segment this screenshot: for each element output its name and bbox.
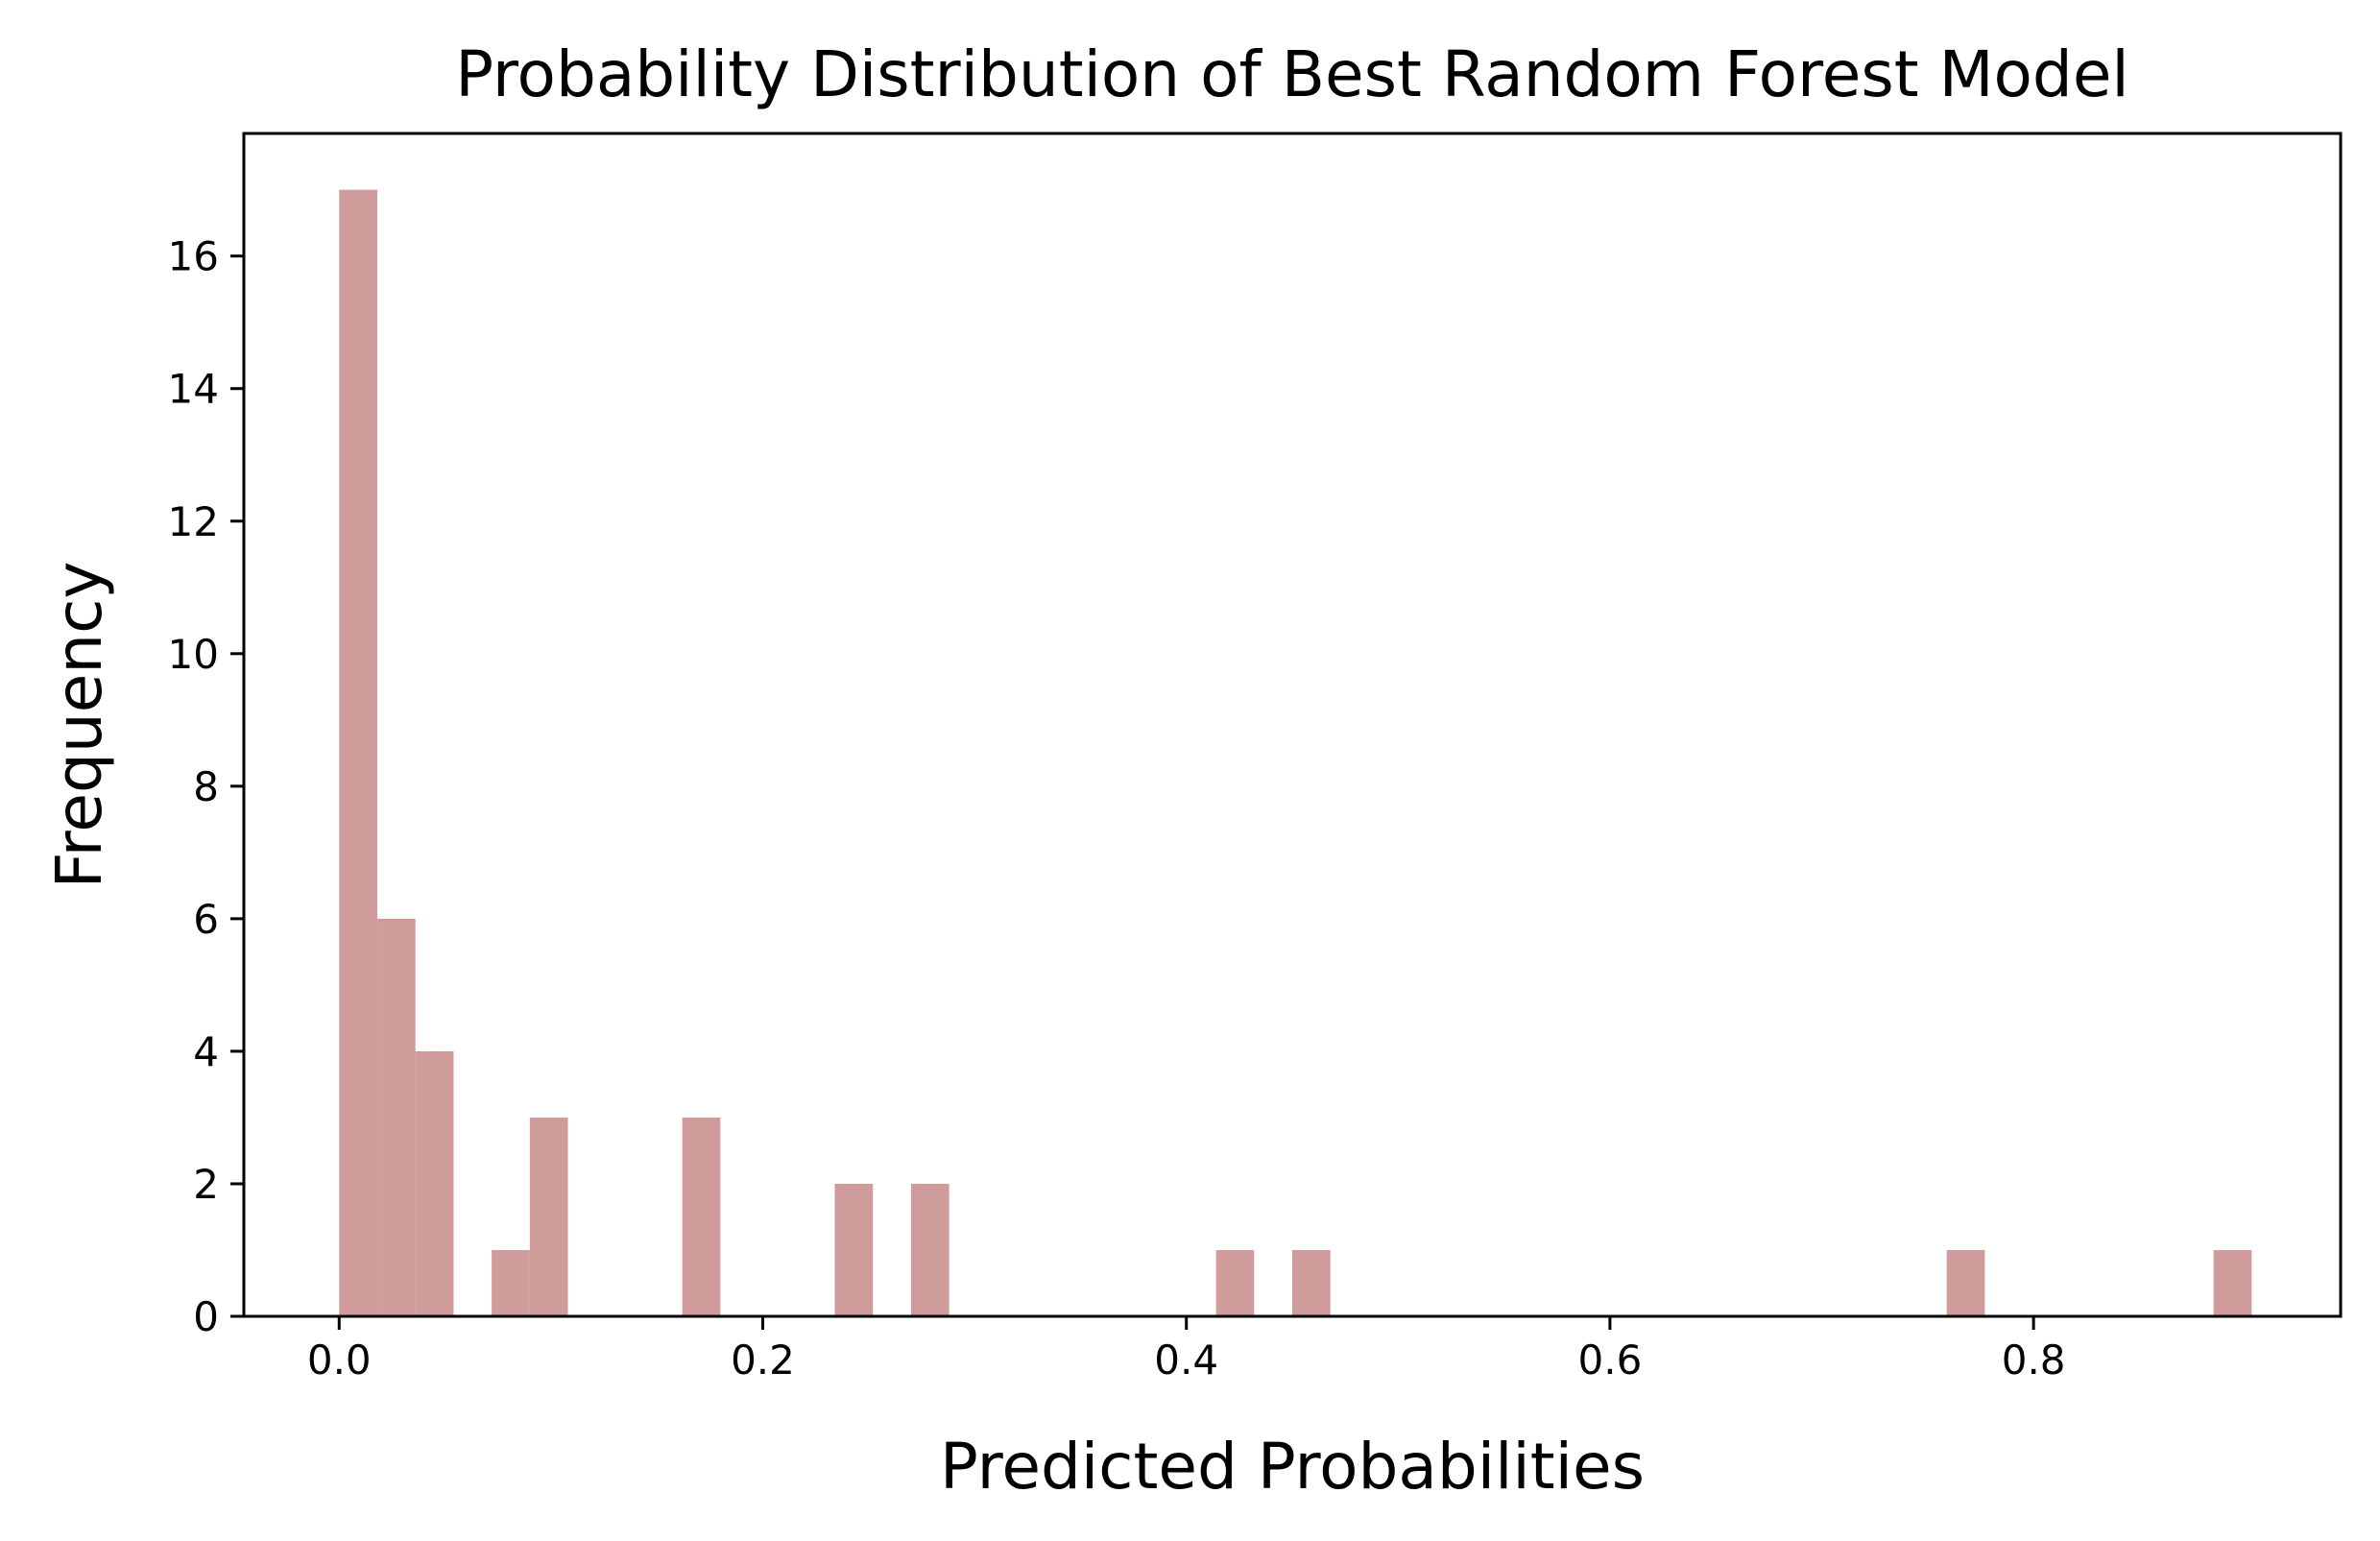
x-tick-label: 0.6 <box>1578 1336 1643 1384</box>
y-axis-ticks: 0 2 4 6 8 10 12 14 16 <box>168 233 244 1340</box>
plot-frame <box>242 132 2343 1318</box>
histogram-bar <box>2213 1249 2252 1316</box>
y-tick-label: 4 <box>193 1028 219 1075</box>
y-tick-label: 0 <box>193 1293 219 1340</box>
y-tick-label: 16 <box>168 233 219 280</box>
x-axis-label: Predicted Probabilities <box>940 1430 1645 1504</box>
histogram-bar <box>1946 1249 1985 1316</box>
x-axis-ticks: 0.0 0.2 0.4 0.6 0.8 <box>307 1316 2066 1384</box>
x-tick-label: 0.8 <box>2002 1336 2066 1384</box>
x-tick-label: 0.0 <box>307 1336 372 1384</box>
histogram-bar <box>339 189 377 1317</box>
x-tick-label: 0.2 <box>731 1336 795 1384</box>
histogram-bar <box>415 1050 454 1316</box>
y-tick-label: 6 <box>193 896 219 943</box>
y-tick-label: 12 <box>168 498 219 545</box>
histogram-bar <box>492 1249 530 1316</box>
histogram-bar <box>682 1117 721 1316</box>
chart-title: Probability Distribution of Best Random … <box>455 37 2129 111</box>
histogram-bar <box>529 1117 568 1316</box>
histogram-bar <box>376 918 416 1316</box>
y-tick-label: 10 <box>168 631 219 678</box>
histogram-bar <box>910 1183 950 1316</box>
y-tick-label: 2 <box>193 1161 219 1208</box>
y-tick-label: 14 <box>168 366 219 413</box>
x-tick-label: 0.4 <box>1154 1336 1218 1384</box>
histogram-bar <box>1292 1249 1331 1316</box>
bars-group <box>339 189 2252 1317</box>
y-tick-label: 8 <box>193 763 219 810</box>
histogram-bar <box>1215 1249 1255 1316</box>
y-axis-label: Frequency <box>42 562 116 889</box>
histogram-bar <box>834 1183 874 1316</box>
